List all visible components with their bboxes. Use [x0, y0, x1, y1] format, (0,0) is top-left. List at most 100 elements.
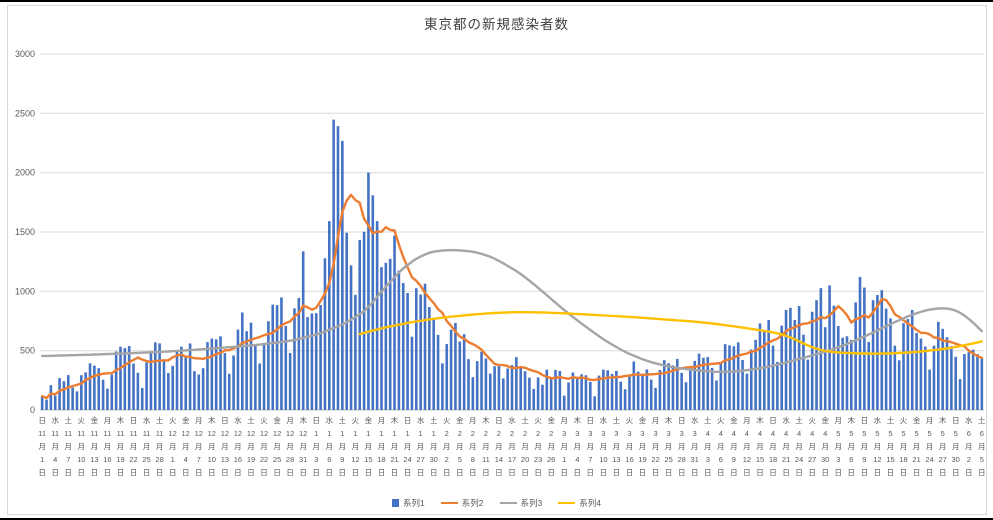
- bar: [136, 372, 140, 410]
- bar: [127, 346, 131, 410]
- legend-item-series1[interactable]: 系列1: [392, 497, 425, 509]
- bar: [967, 352, 971, 410]
- bar: [606, 370, 610, 410]
- bar: [201, 368, 205, 410]
- bar: [919, 338, 923, 410]
- bar: [684, 382, 688, 410]
- bar: [401, 283, 405, 410]
- bar: [802, 334, 805, 410]
- series1-bar-marker-icon: [392, 499, 400, 507]
- bar: [184, 356, 188, 410]
- bar: [210, 338, 214, 410]
- bar: [323, 258, 327, 410]
- bar: [780, 325, 784, 410]
- bar: [423, 283, 427, 410]
- bar: [132, 363, 135, 410]
- series2-line-marker-icon: [440, 501, 458, 505]
- bar: [380, 267, 383, 410]
- chart-title: 東京都の新規感染者数: [424, 17, 569, 32]
- bar: [832, 305, 836, 410]
- legend-item-series4[interactable]: 系列4: [558, 497, 601, 509]
- legend-item-series3[interactable]: 系列3: [499, 497, 543, 509]
- bar: [702, 357, 705, 410]
- bar: [362, 231, 366, 410]
- bar: [841, 337, 844, 410]
- bar: [488, 373, 492, 410]
- bar: [658, 370, 662, 410]
- bar: [667, 363, 670, 410]
- bar: [980, 358, 984, 410]
- bar: [793, 319, 797, 410]
- bar: [414, 288, 418, 410]
- bar: [475, 361, 479, 410]
- bar: [706, 357, 710, 410]
- bar: [836, 325, 840, 410]
- legend-item-series2[interactable]: 系列2: [440, 497, 484, 509]
- bar: [467, 359, 470, 410]
- bar: [615, 370, 618, 410]
- bar: [741, 360, 744, 410]
- bar: [889, 318, 892, 410]
- bar: [610, 373, 614, 410]
- bar: [223, 353, 227, 410]
- bar: [845, 336, 849, 410]
- bar: [693, 360, 697, 410]
- bar: [649, 379, 653, 410]
- bar: [493, 366, 496, 410]
- bar: [763, 330, 766, 410]
- bar: [384, 262, 388, 410]
- bar: [915, 332, 918, 410]
- bar: [406, 292, 409, 410]
- bar: [262, 343, 266, 410]
- bar: [758, 323, 762, 410]
- bar: [288, 352, 292, 410]
- bar: [106, 388, 109, 410]
- bar: [397, 270, 401, 410]
- bar: [319, 305, 322, 410]
- bar: [858, 276, 862, 410]
- bar: [271, 304, 275, 410]
- bar: [388, 258, 392, 410]
- bar: [937, 321, 940, 410]
- bar: [458, 341, 462, 410]
- bar: [515, 357, 518, 410]
- y-tick-label: 1000: [15, 286, 35, 296]
- bar: [75, 391, 79, 410]
- bar: [954, 356, 958, 410]
- bar: [93, 365, 96, 410]
- bar: [484, 358, 488, 410]
- series4-line-marker-icon: [558, 501, 576, 505]
- bar: [719, 362, 723, 410]
- bar: [636, 371, 640, 410]
- bar: [593, 396, 596, 410]
- bar: [158, 343, 161, 410]
- bar: [863, 287, 866, 410]
- bar: [828, 285, 831, 410]
- bar: [280, 297, 283, 410]
- bar: [789, 307, 792, 410]
- bar: [206, 342, 209, 410]
- bar: [850, 339, 853, 410]
- bar: [941, 328, 944, 410]
- bar: [558, 370, 562, 410]
- bar: [963, 354, 966, 410]
- bar: [410, 336, 414, 410]
- bar: [297, 297, 301, 410]
- bar: [432, 318, 435, 410]
- bar: [153, 342, 157, 410]
- bar: [214, 339, 218, 410]
- bar: [602, 369, 605, 410]
- bar: [958, 379, 962, 410]
- bar: [571, 372, 575, 410]
- bar: [567, 382, 570, 410]
- legend-label-series3: 系列3: [520, 498, 543, 508]
- bar: [219, 336, 222, 410]
- bar: [584, 375, 588, 410]
- bar: [110, 374, 114, 410]
- bar: [171, 365, 174, 410]
- y-tick-label: 2500: [15, 108, 35, 118]
- bar: [367, 172, 370, 410]
- bar: [310, 313, 314, 410]
